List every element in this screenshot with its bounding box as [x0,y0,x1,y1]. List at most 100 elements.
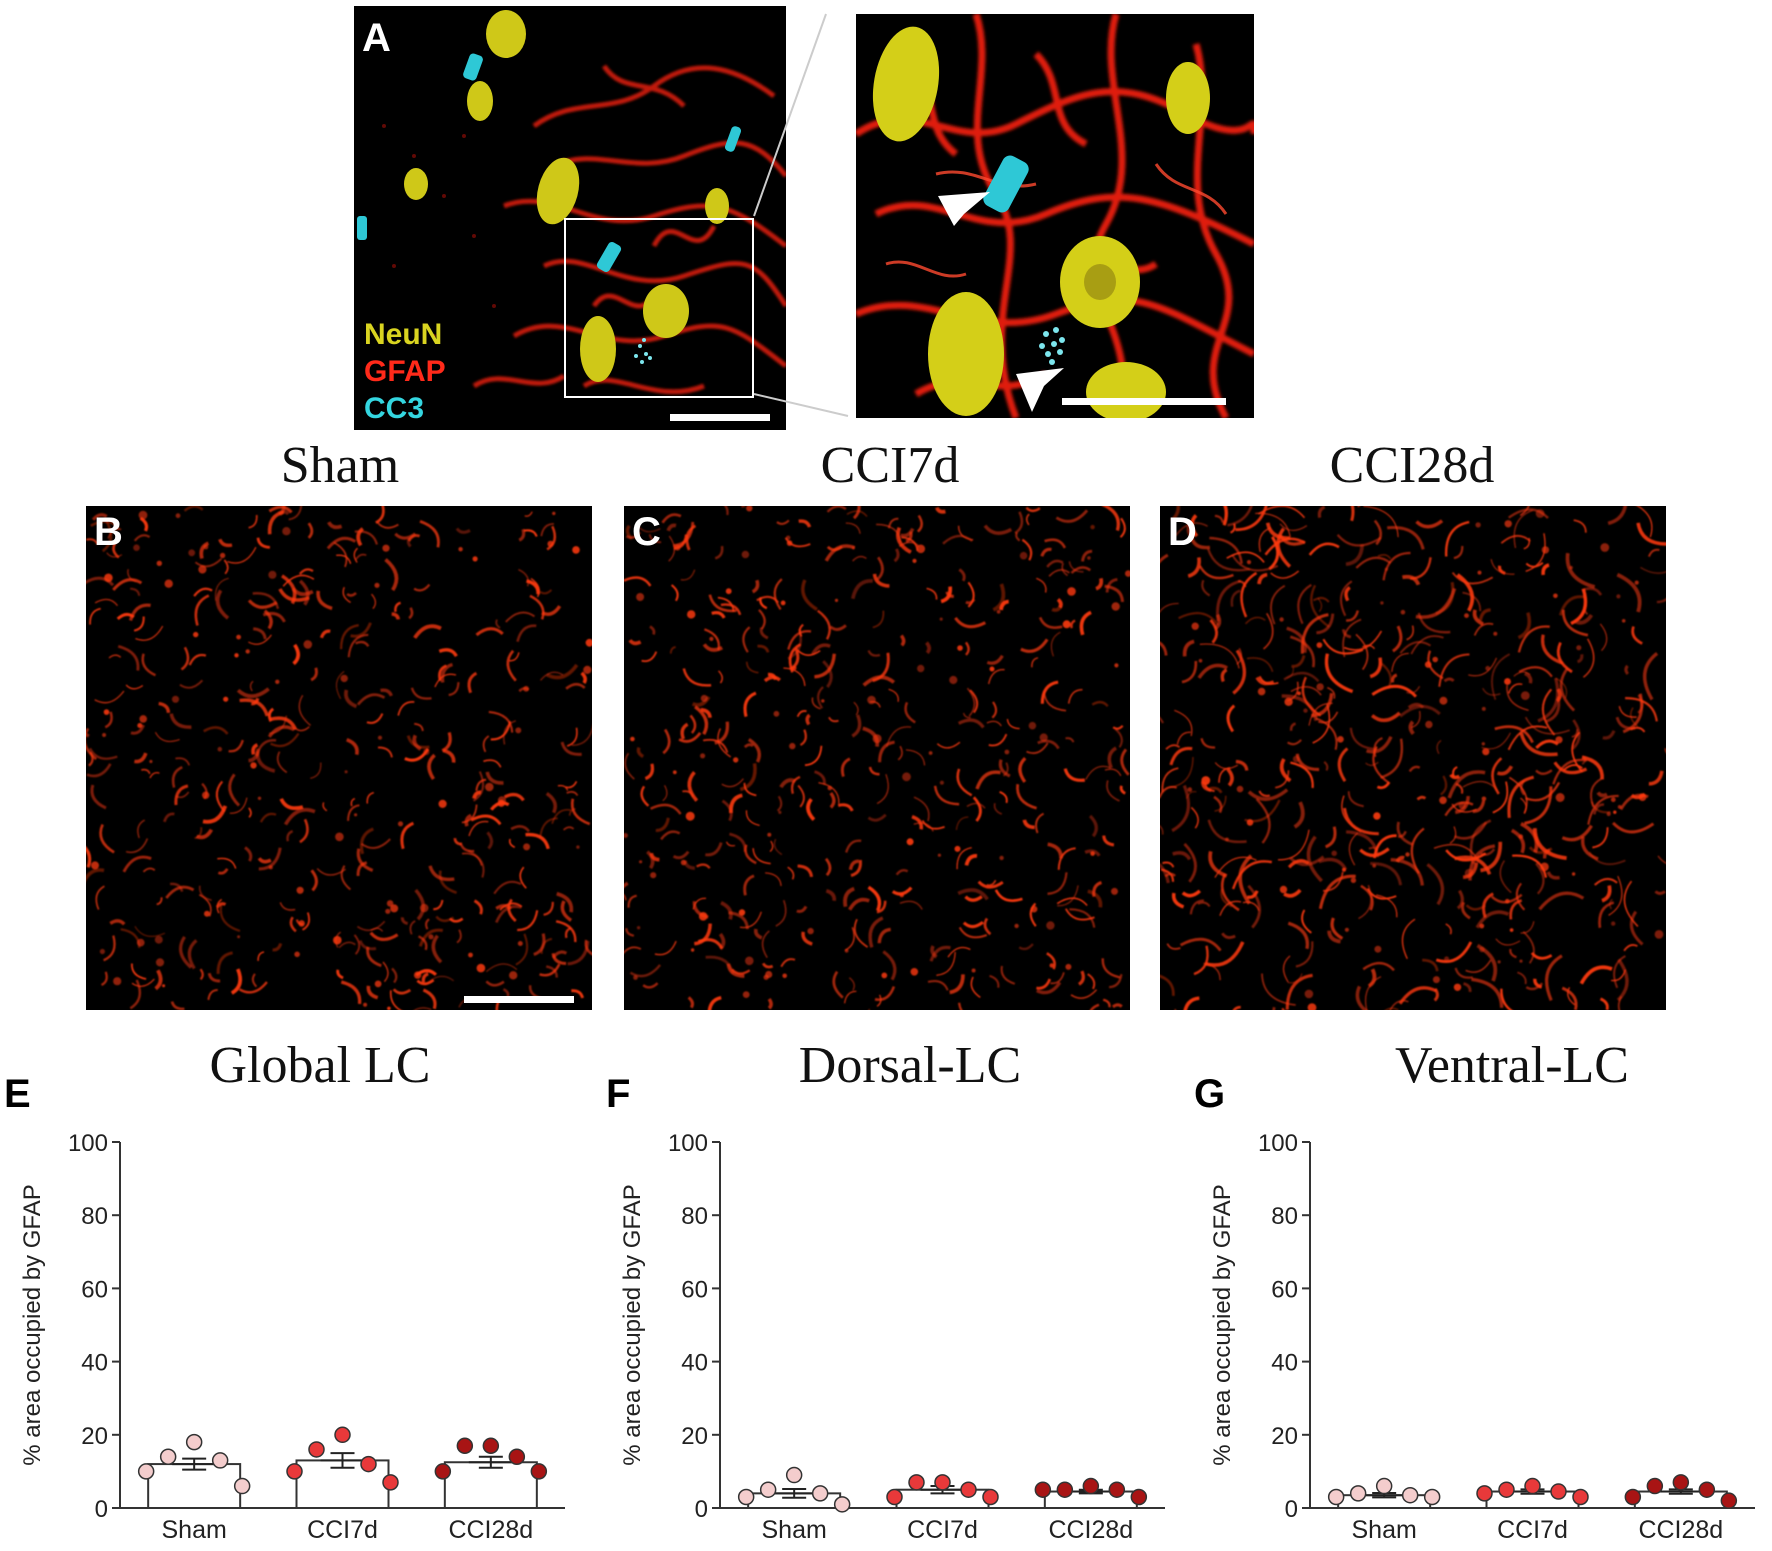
data-point [334,1426,351,1444]
x-category-label: CCI7d [1497,1516,1568,1544]
data-point [934,1474,951,1491]
data-point [1672,1474,1690,1491]
scale-bar-a-inset [1062,398,1226,405]
y-tick-label: 0 [1285,1496,1298,1523]
panel-letter-d: D [1168,510,1197,554]
panel-letter-f: F [606,1072,631,1116]
bar-sham [147,1463,242,1509]
data-point [833,1496,851,1513]
data-point [908,1474,925,1491]
y-tick-label: 0 [695,1496,708,1523]
condition-title-cci7d: CCI7d [820,437,960,494]
legend-cc3-label: CC3 [364,392,425,425]
data-point [785,1466,803,1484]
arrowhead-icon-upper [938,192,990,226]
region-title-global-lc: Global LC [209,1037,431,1094]
y-tick-label: 20 [81,1423,108,1450]
y-tick-label: 0 [95,1496,108,1523]
data-point [1550,1483,1567,1500]
chart-g-ventral-lc: 0 20 40 60 80 100 % area occupied by GFAP Sham C… [1190,1120,1770,1546]
data-point [1646,1477,1664,1495]
region-title-ventral-lc: Ventral-LC [1395,1037,1629,1094]
y-tick-label: 20 [1271,1423,1298,1450]
x-category-label: Sham [1352,1516,1417,1544]
data-point [1108,1481,1126,1498]
data-point [1476,1485,1493,1502]
scale-bar-a [670,414,770,421]
panel-letter-e: E [4,1072,31,1116]
data-point [982,1488,999,1506]
y-tick-label: 40 [681,1350,708,1377]
bar-cci28d [443,1461,538,1509]
panel-letter-c: C [632,510,661,554]
data-point [434,1463,452,1480]
data-point [1423,1488,1441,1506]
x-category-label: CCI7d [307,1516,378,1544]
data-point [233,1477,251,1495]
data-point [185,1433,203,1451]
panel-letter-a: A [362,16,391,60]
data-point [1375,1477,1393,1495]
data-point [737,1488,755,1506]
x-category-label: Sham [762,1516,827,1544]
y-axis-label: % area occupied by GFAP [19,1184,46,1465]
data-point [308,1441,325,1458]
micrograph-c-cci7d [624,506,1130,1010]
y-tick-label: 40 [81,1350,108,1377]
data-point [1056,1481,1074,1498]
condition-title-cci28d: CCI28d [1329,437,1495,494]
chart-e-global-lc: 0 20 40 60 80 100 % area occupied by GFAP Sham C… [0,1120,580,1546]
x-category-label: CCI28d [448,1516,533,1544]
data-point [1082,1477,1100,1495]
y-tick-label: 80 [81,1203,108,1230]
data-point [286,1463,303,1480]
data-point [456,1437,474,1455]
arrowhead-icon-lower [1016,368,1064,412]
condition-title-sham: Sham [280,437,400,494]
y-tick-label: 100 [668,1130,708,1157]
micrograph-b-sham [86,506,592,1010]
chart-f-dorsal-lc: 0 20 40 60 80 100 % area occupied by GFAP Sham C… [600,1120,1180,1546]
y-tick-label: 60 [1271,1276,1298,1303]
data-point [1524,1477,1541,1495]
x-category-label: CCI7d [907,1516,978,1544]
data-point [1327,1488,1345,1506]
x-category-label: CCI28d [1638,1516,1723,1544]
y-tick-label: 60 [81,1276,108,1303]
y-tick-label: 40 [1271,1350,1298,1377]
y-tick-label: 100 [1258,1130,1298,1157]
data-point [960,1481,977,1498]
y-tick-label: 100 [68,1130,108,1157]
legend-neun-label: NeuN [364,318,443,351]
scale-bar-b [464,996,574,1003]
region-title-dorsal-lc: Dorsal-LC [798,1037,1022,1094]
y-tick-label: 60 [681,1276,708,1303]
y-axis-label: % area occupied by GFAP [1209,1184,1236,1465]
data-point [1349,1485,1367,1502]
data-point [530,1463,548,1480]
data-point [1130,1488,1148,1506]
data-point [1401,1486,1419,1504]
micrograph-a-inset [856,14,1254,418]
data-point [137,1463,155,1480]
data-point [811,1485,829,1502]
data-point [211,1452,229,1469]
y-tick-label: 80 [1271,1203,1298,1230]
data-point [1624,1488,1642,1506]
data-point [360,1455,377,1473]
data-point [1034,1481,1052,1498]
data-point [508,1448,526,1466]
x-category-label: Sham [162,1516,227,1544]
y-tick-label: 20 [681,1423,708,1450]
data-point [382,1474,399,1491]
micrograph-d-cci28d [1160,506,1666,1010]
y-tick-label: 80 [681,1203,708,1230]
data-point [759,1481,777,1498]
data-point [159,1448,177,1466]
x-category-label: CCI28d [1048,1516,1133,1544]
data-point [1572,1488,1589,1506]
panel-letter-g: G [1194,1072,1226,1116]
data-point [482,1437,500,1455]
data-point [1498,1481,1515,1498]
micrograph-a-overview [354,6,786,430]
